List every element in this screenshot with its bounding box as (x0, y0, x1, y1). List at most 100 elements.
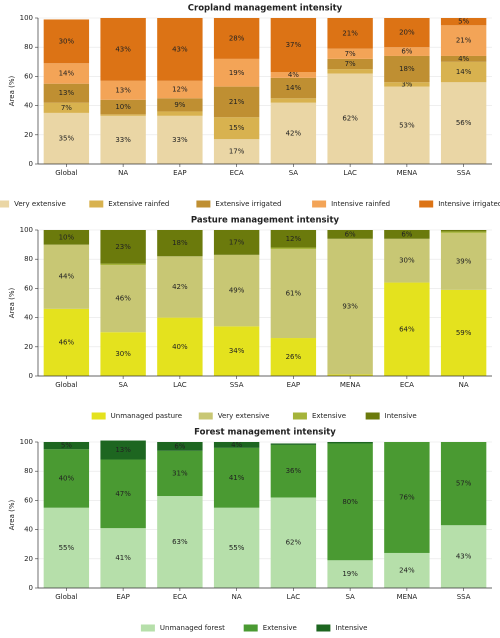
x-tick-label: SSA (457, 169, 471, 177)
bar-segment (157, 256, 203, 318)
x-tick-label: SSA (457, 593, 471, 601)
legend-label: Extensive (263, 624, 297, 632)
bar-segment (270, 77, 317, 99)
data-label: 5% (458, 18, 469, 26)
bar-segment (440, 55, 487, 62)
data-label: 15% (229, 124, 245, 132)
y-tick-label: 0 (29, 372, 33, 380)
bar-segment (327, 443, 373, 561)
data-label: 55% (229, 544, 245, 552)
bar-segment (43, 19, 90, 64)
data-label: 14% (456, 68, 472, 76)
y-axis-label: Area (%) (8, 76, 16, 107)
bar-segment (43, 63, 90, 84)
data-label: 10% (115, 103, 131, 111)
data-label: 13% (115, 86, 131, 94)
data-label: 21% (456, 37, 472, 45)
y-tick-label: 20 (24, 131, 33, 139)
bar-segment (213, 442, 260, 448)
bar-segment (43, 507, 90, 588)
data-label: 62% (286, 539, 302, 547)
legend-swatch (419, 200, 434, 208)
bar-segment (100, 80, 146, 100)
bar-segment (43, 230, 90, 245)
data-label: 4% (458, 55, 469, 63)
data-label: 59% (456, 329, 472, 337)
bar-segment (157, 98, 203, 112)
bar-segment (43, 442, 90, 450)
data-label: 21% (342, 29, 358, 37)
bar-segment (327, 442, 373, 444)
bar-segment (270, 443, 317, 445)
legend-swatch (292, 412, 307, 420)
x-tick-label: EAP (116, 593, 129, 601)
data-label: 44% (59, 273, 75, 281)
bar-segment (213, 507, 260, 588)
data-label: 21% (229, 98, 245, 106)
x-tick-label: SA (118, 381, 128, 389)
bar-segment (43, 102, 90, 113)
x-tick-label: EAP (287, 381, 300, 389)
bar-segment (384, 442, 430, 553)
y-tick-label: 60 (24, 496, 33, 504)
bar-segment (384, 82, 430, 87)
bar-segment (100, 114, 146, 116)
bar-segment (270, 248, 317, 339)
data-label: 61% (286, 290, 302, 298)
bar-segment (100, 99, 146, 115)
data-label: 19% (342, 570, 358, 578)
x-tick-label: EAP (173, 169, 186, 177)
data-label: 3% (401, 80, 412, 88)
bar-segment (327, 69, 373, 74)
legend-swatch (365, 412, 380, 420)
legend-swatch (89, 200, 104, 208)
x-tick-label: SA (345, 593, 355, 601)
data-label: 7% (345, 60, 356, 68)
bar-segment (100, 459, 146, 529)
y-tick-label: 0 (29, 160, 33, 168)
y-tick-label: 0 (29, 584, 33, 592)
bar-segment (270, 18, 317, 73)
bar-segment (213, 326, 260, 376)
data-label: 31% (172, 469, 188, 477)
bar-segment (100, 265, 146, 333)
bar-segment (100, 115, 146, 164)
data-label: 57% (456, 480, 472, 488)
bar-segment (327, 58, 373, 70)
bar-segment (43, 83, 90, 103)
data-label: 53% (399, 121, 415, 129)
data-label: 23% (115, 243, 131, 251)
bar-segment (270, 98, 317, 103)
bar-segment (384, 47, 430, 56)
bar-segment (440, 289, 487, 376)
data-label: 35% (59, 134, 75, 142)
bar-segment (384, 238, 430, 283)
bar-segment (100, 528, 146, 588)
y-tick-label: 20 (24, 555, 33, 563)
legend-label: Intensive irrigated (438, 200, 500, 208)
bar-segment (157, 496, 203, 588)
data-label: 7% (345, 50, 356, 58)
legend-label: Intensive (385, 412, 417, 420)
data-label: 14% (59, 69, 75, 77)
data-label: 41% (115, 554, 131, 562)
bar-segment (100, 263, 146, 266)
bar-segment (270, 102, 317, 164)
x-tick-label: ECA (400, 381, 414, 389)
data-label: 30% (399, 257, 415, 265)
data-label: 42% (172, 283, 188, 291)
bar-segment (157, 111, 203, 116)
y-axis-label: Area (%) (8, 288, 16, 319)
x-tick-label: LAC (287, 593, 301, 601)
legend-swatch (196, 200, 211, 208)
data-label: 17% (229, 148, 245, 156)
bar-segment (157, 230, 203, 257)
data-label: 55% (59, 544, 75, 552)
bar-segment (327, 374, 373, 376)
legend-label: Unmanaged pasture (111, 412, 182, 420)
data-label: 13% (115, 446, 131, 454)
legend-label: Very extensive (218, 412, 270, 420)
bar-segment (384, 230, 430, 239)
y-axis-label: Area (%) (8, 500, 16, 531)
